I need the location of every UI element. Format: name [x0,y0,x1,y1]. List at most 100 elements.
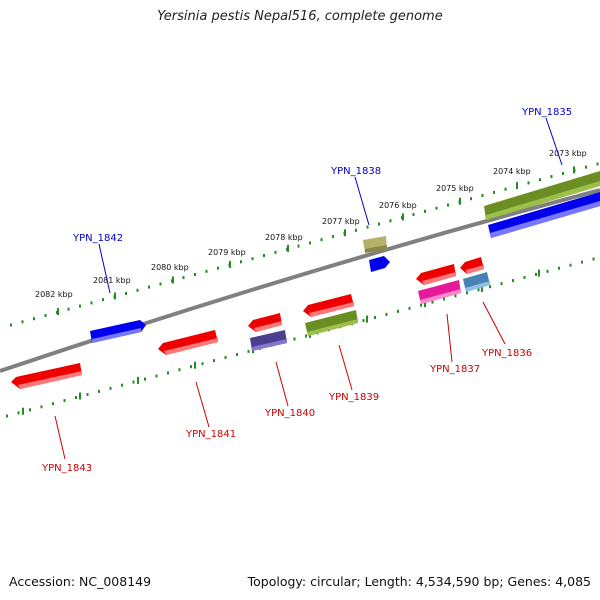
kbp-label: 2077 kbp [322,217,360,226]
minor-tick [447,203,449,207]
minor-tick [90,301,93,305]
minor-tick [477,288,480,292]
minor-tick [40,405,43,409]
major-tick [516,182,518,190]
minor-tick [412,213,415,216]
upper-tick-track [10,162,599,327]
minor-tick [293,337,296,341]
minor-tick [201,362,204,366]
minor-tick [44,314,47,317]
minor-tick [102,298,104,302]
YPN_1839-leader [338,344,353,391]
minor-tick [408,306,411,310]
gene-label-YPN_1840[interactable]: YPN_1840 [264,408,315,419]
YPN_1839-gene[interactable] [303,294,354,317]
minor-tick [217,266,219,270]
minor-tick [527,181,530,185]
minor-tick [512,279,514,283]
major-tick [481,284,483,292]
reverse-feature-track [11,257,490,389]
minor-tick [500,282,503,286]
major-tick [114,292,116,300]
minor-tick [236,352,238,356]
YPN_1836-leader [482,301,506,345]
minor-tick [535,272,537,276]
minor-tick [385,312,388,316]
minor-tick [75,396,77,399]
minor-tick [362,319,365,323]
minor-tick [98,389,100,393]
minor-tick [454,294,457,298]
major-tick [79,392,81,400]
minor-tick [109,386,112,390]
major-tick [344,229,346,237]
minor-tick [366,225,369,229]
minor-tick [489,285,491,289]
minor-tick [581,260,583,264]
minor-tick [297,244,300,248]
gene-label-YPN_1838[interactable]: YPN_1838 [330,166,381,177]
genome-backbone [0,188,600,373]
label-leaders [54,117,563,460]
YPN_1837-gene[interactable] [416,264,456,285]
minor-tick [585,165,587,169]
minor-tick [592,257,595,261]
YPN_1838-gene[interactable] [369,256,390,272]
tick-tracks [6,162,599,418]
minor-tick [132,380,135,384]
gene-label-YPN_1836[interactable]: YPN_1836 [481,348,532,359]
minor-tick [305,334,307,338]
major-tick [402,213,404,221]
minor-tick [194,273,196,276]
minor-tick [263,254,265,257]
minor-tick [79,304,81,308]
map-title: Yersinia pestis Nepal516, complete genom… [157,9,443,24]
minor-tick [247,349,250,353]
minor-tick [443,297,445,301]
minor-tick [481,194,484,197]
YPN_1843-gene[interactable] [11,363,82,389]
gene-labels: YPN_1842 YPN_1838 YPN_1835 YPN_1843 YPN_… [41,107,572,474]
kbp-labels: 2082 kbp 2081 kbp 2080 kbp 2079 kbp 2078… [35,149,587,299]
kbp-label: 2075 kbp [436,184,474,193]
major-tick [538,269,540,277]
kbp-label: 2080 kbp [151,263,189,272]
minor-tick [182,276,185,280]
minor-tick [320,238,323,242]
gene-label-YPN_1839[interactable]: YPN_1839 [328,392,379,403]
YPN_1840-leader [275,361,289,407]
YPN_1841-gene[interactable] [158,330,218,355]
YPN_1838-leader [354,176,370,226]
major-tick [194,361,196,369]
major-tick [229,260,231,268]
minor-tick [86,393,89,396]
minor-tick [155,374,158,378]
kbp-label: 2079 kbp [208,248,246,257]
minor-tick [569,263,572,267]
YPN_1835-leader [545,117,563,166]
gene-label-YPN_1843[interactable]: YPN_1843 [41,463,92,474]
gene-label-YPN_1842[interactable]: YPN_1842 [72,233,123,244]
minor-tick [52,402,54,406]
minor-tick [144,377,146,381]
minor-tick [466,291,468,295]
gene-label-YPN_1837[interactable]: YPN_1837 [429,364,480,375]
minor-tick [29,408,31,412]
minor-tick [389,219,392,223]
minor-tick [190,365,192,369]
major-tick [366,315,368,323]
major-tick [424,300,426,308]
minor-tick [596,162,599,166]
minor-tick [6,414,8,418]
kbp-label: 2082 kbp [35,290,73,299]
major-tick [287,244,289,252]
major-tick [459,197,461,205]
major-tick [172,276,174,284]
minor-tick [431,300,434,304]
gene-label-YPN_1841[interactable]: YPN_1841 [185,429,236,440]
minor-tick [546,269,549,273]
minor-tick [332,235,334,239]
kbp-label: 2078 kbp [265,233,303,242]
gene-label-YPN_1835[interactable]: YPN_1835 [521,107,572,118]
minor-tick [10,323,12,327]
